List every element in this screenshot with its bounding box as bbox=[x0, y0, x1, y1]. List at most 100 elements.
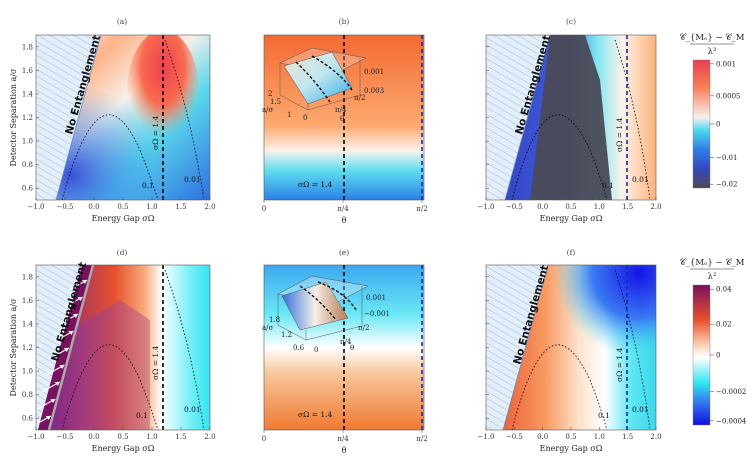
dark-region-c bbox=[530, 35, 612, 200]
contour-001-d bbox=[164, 269, 205, 430]
contour-label-001-f: 0.01 bbox=[632, 405, 649, 414]
inset-e-xtick-0: 0 bbox=[314, 346, 318, 354]
inset-b-xtick-0: 0 bbox=[303, 114, 307, 122]
heatmap-e bbox=[264, 265, 424, 430]
colorbar-tick-label: 0.0005 bbox=[716, 92, 741, 100]
inset-e-ztick-0: 0.001 bbox=[366, 294, 386, 302]
inset-b-ytick-2: 1 bbox=[287, 111, 291, 119]
x-axis-label: Energy Gap σΩ bbox=[540, 214, 603, 223]
arrow-head bbox=[50, 399, 56, 403]
colorbar-tick-label: −0.0002 bbox=[716, 388, 746, 396]
no-entanglement-region-f bbox=[486, 265, 548, 430]
inset-b-theta: θ bbox=[340, 115, 344, 123]
x-axis-label: Energy Gap σΩ bbox=[540, 444, 603, 453]
y-tick-label: 1.6 bbox=[22, 297, 34, 305]
inset-b-ztick-2: π/2 bbox=[354, 94, 365, 102]
x-tick-label: −0.5 bbox=[506, 203, 523, 211]
inset-3d-e: 1.8 1.2 0.6 a/σ 0 π/4 0.001 −0.001 π/2 θ bbox=[262, 275, 390, 354]
theta-tick-label: π/2 bbox=[416, 435, 427, 443]
panel-d: (d) No Entanglement σΩ = 1.4 0.1 0.01 −1… bbox=[9, 248, 216, 453]
y-tick-label: 1.4 bbox=[22, 320, 34, 328]
inset-e-ztick-1: −0.001 bbox=[364, 310, 390, 318]
axes-d: −1.0 −0.5 0.0 0.5 1.0 1.5 2.0 0.6 0.8 1.0 1.2 1.4 1.… bbox=[9, 273, 216, 453]
theta-tick-label: π/2 bbox=[416, 205, 427, 213]
inset-b-ylabel: a/σ bbox=[262, 106, 274, 114]
sigma-label-f: σΩ = 1.4 bbox=[615, 347, 624, 382]
inset-e-ytick-1: 1.2 bbox=[281, 331, 292, 339]
colorbar-top bbox=[692, 59, 711, 189]
colorbar-bottom bbox=[692, 284, 711, 426]
panel-d-label: (d) bbox=[117, 248, 128, 257]
x-tick-label: 0.5 bbox=[565, 433, 576, 441]
theta-axis-label: θ bbox=[342, 446, 347, 455]
x-tick-label: −0.5 bbox=[506, 433, 523, 441]
colorbar-tick-label: 0.001 bbox=[716, 60, 736, 68]
y-tick-label: 0.8 bbox=[22, 161, 33, 169]
inset-3d-b: 2 1.5 1 a/σ 0 π/4 0.001 0.003 π/2 θ bbox=[262, 47, 384, 123]
x-tick-label: −0.5 bbox=[57, 433, 74, 441]
x-tick-label: −0.5 bbox=[57, 203, 74, 211]
contour-01-a bbox=[61, 114, 159, 200]
heatmap-b bbox=[264, 35, 424, 200]
arrow-head bbox=[63, 348, 69, 352]
legend-bottom-ticks: 0.04 0.02 0 −0.0002 −0.0004 bbox=[710, 286, 747, 425]
y-tick-label: 0.8 bbox=[22, 391, 33, 399]
y-tick-label: 1.6 bbox=[22, 67, 34, 75]
legend-bottom: 𝒞_{Mₒ} − 𝒞_M λ² 0.04 0.02 0 −0.0002 −0.0004 bbox=[680, 258, 747, 425]
colorbar-tick-label: 0 bbox=[716, 121, 720, 129]
y-tick-label: 0.6 bbox=[22, 415, 34, 423]
x-tick-label: 0.0 bbox=[88, 203, 99, 211]
axes-f: −1.0 −0.5 0.0 0.5 1.0 1.5 2.0 Energy Gap σΩ bbox=[478, 276, 662, 453]
y-axis-label: Detector Separation a/σ bbox=[9, 68, 18, 166]
inset-e-ylabel: a/σ bbox=[262, 324, 274, 332]
x-tick-label: 0.0 bbox=[537, 203, 548, 211]
contour-label-001-a: 0.01 bbox=[184, 175, 201, 184]
x-tick-label: 0.0 bbox=[537, 433, 548, 441]
arrow-head bbox=[54, 382, 60, 386]
x-tick-label: −1.0 bbox=[478, 433, 495, 441]
panel-e: (e) 1.8 1.2 0.6 a/σ 0 π/4 0.001 −0.001 π… bbox=[262, 248, 428, 455]
colorbar-tick-label: 0.04 bbox=[716, 286, 732, 294]
contour-label-01-a: 0.1 bbox=[142, 181, 154, 190]
inset-e-theta: θ bbox=[350, 344, 354, 352]
theta-tick-label: 0 bbox=[262, 205, 266, 213]
legend-top-denominator: λ² bbox=[708, 47, 717, 57]
sigma-label-e: σΩ = 1.4 bbox=[298, 410, 333, 419]
x-tick-label: 0.0 bbox=[88, 433, 99, 441]
x-tick-label: 1.5 bbox=[622, 433, 633, 441]
contour-label-001-d: 0.01 bbox=[184, 405, 201, 414]
theta-axis-label: θ bbox=[342, 216, 347, 225]
x-tick-label: 2.0 bbox=[204, 203, 215, 211]
axes-b: 0 π/4 π/2 θ bbox=[262, 200, 428, 225]
contour-01-d bbox=[61, 344, 159, 430]
x-axis-label: Energy Gap σΩ bbox=[92, 444, 155, 453]
inset-e-ytick-0: 1.8 bbox=[269, 316, 280, 324]
panel-f: (f) No Entanglement σΩ = 1.4 0.1 0.01 −1… bbox=[478, 248, 662, 453]
legend-bottom-numerator: 𝒞_{Mₒ} − 𝒞_M bbox=[680, 258, 745, 268]
y-tick-label: 1.4 bbox=[22, 90, 34, 98]
x-tick-label: 2.0 bbox=[650, 433, 661, 441]
legend-bottom-denominator: λ² bbox=[708, 272, 717, 282]
inset-b-ytick-1: 1.5 bbox=[270, 98, 281, 106]
x-tick-label: −1.0 bbox=[28, 433, 45, 441]
contour-01-f bbox=[511, 344, 608, 430]
x-tick-label: 2.0 bbox=[650, 203, 661, 211]
no-entanglement-region-a bbox=[36, 35, 101, 200]
contour-label-01-d: 0.1 bbox=[136, 411, 148, 420]
x-tick-label: 1.0 bbox=[146, 203, 157, 211]
arrow-head bbox=[68, 331, 74, 335]
y-tick-label: 0.6 bbox=[22, 185, 34, 193]
y-tick-label: 1.2 bbox=[22, 344, 33, 352]
sigma-label-c: σΩ = 1.4 bbox=[615, 117, 624, 152]
y-tick-label: 1.0 bbox=[22, 368, 33, 376]
sigma-label-b: σΩ = 1.4 bbox=[298, 180, 333, 189]
inset-b-ztick-0: 0.001 bbox=[364, 68, 384, 76]
inset-e-xtick-1: π/4 bbox=[340, 338, 352, 346]
panel-a-label: (a) bbox=[117, 17, 127, 26]
arrow-head bbox=[59, 365, 65, 369]
contour-001-a bbox=[164, 39, 205, 200]
colorbar-tick-label: 0.02 bbox=[716, 321, 732, 329]
contour-001-c bbox=[614, 39, 651, 200]
colorbar-tick-label: 0 bbox=[716, 352, 720, 360]
x-tick-label: 0.5 bbox=[565, 203, 576, 211]
